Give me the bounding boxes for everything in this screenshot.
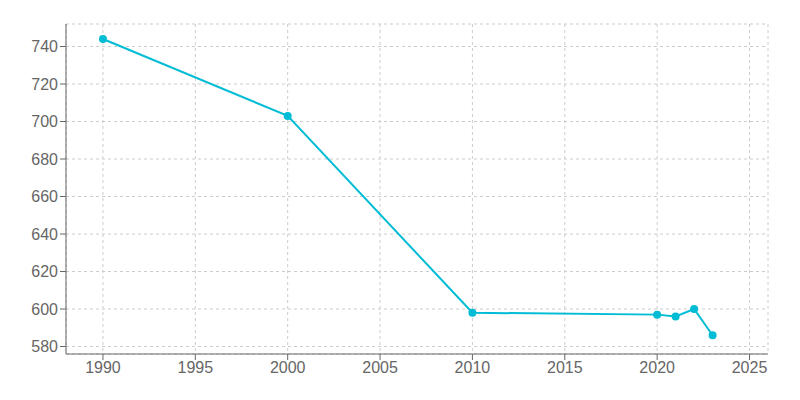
svg-text:2025: 2025 <box>732 359 768 376</box>
svg-text:2000: 2000 <box>270 359 306 376</box>
svg-text:700: 700 <box>31 113 58 130</box>
svg-text:580: 580 <box>31 338 58 355</box>
svg-text:740: 740 <box>31 38 58 55</box>
svg-text:2005: 2005 <box>362 359 398 376</box>
svg-text:1990: 1990 <box>85 359 121 376</box>
svg-text:600: 600 <box>31 301 58 318</box>
svg-text:640: 640 <box>31 226 58 243</box>
svg-text:720: 720 <box>31 76 58 93</box>
svg-text:2015: 2015 <box>547 359 583 376</box>
svg-text:660: 660 <box>31 188 58 205</box>
svg-text:620: 620 <box>31 263 58 280</box>
svg-text:2010: 2010 <box>455 359 491 376</box>
svg-text:1995: 1995 <box>178 359 214 376</box>
svg-text:2020: 2020 <box>639 359 675 376</box>
svg-text:680: 680 <box>31 151 58 168</box>
